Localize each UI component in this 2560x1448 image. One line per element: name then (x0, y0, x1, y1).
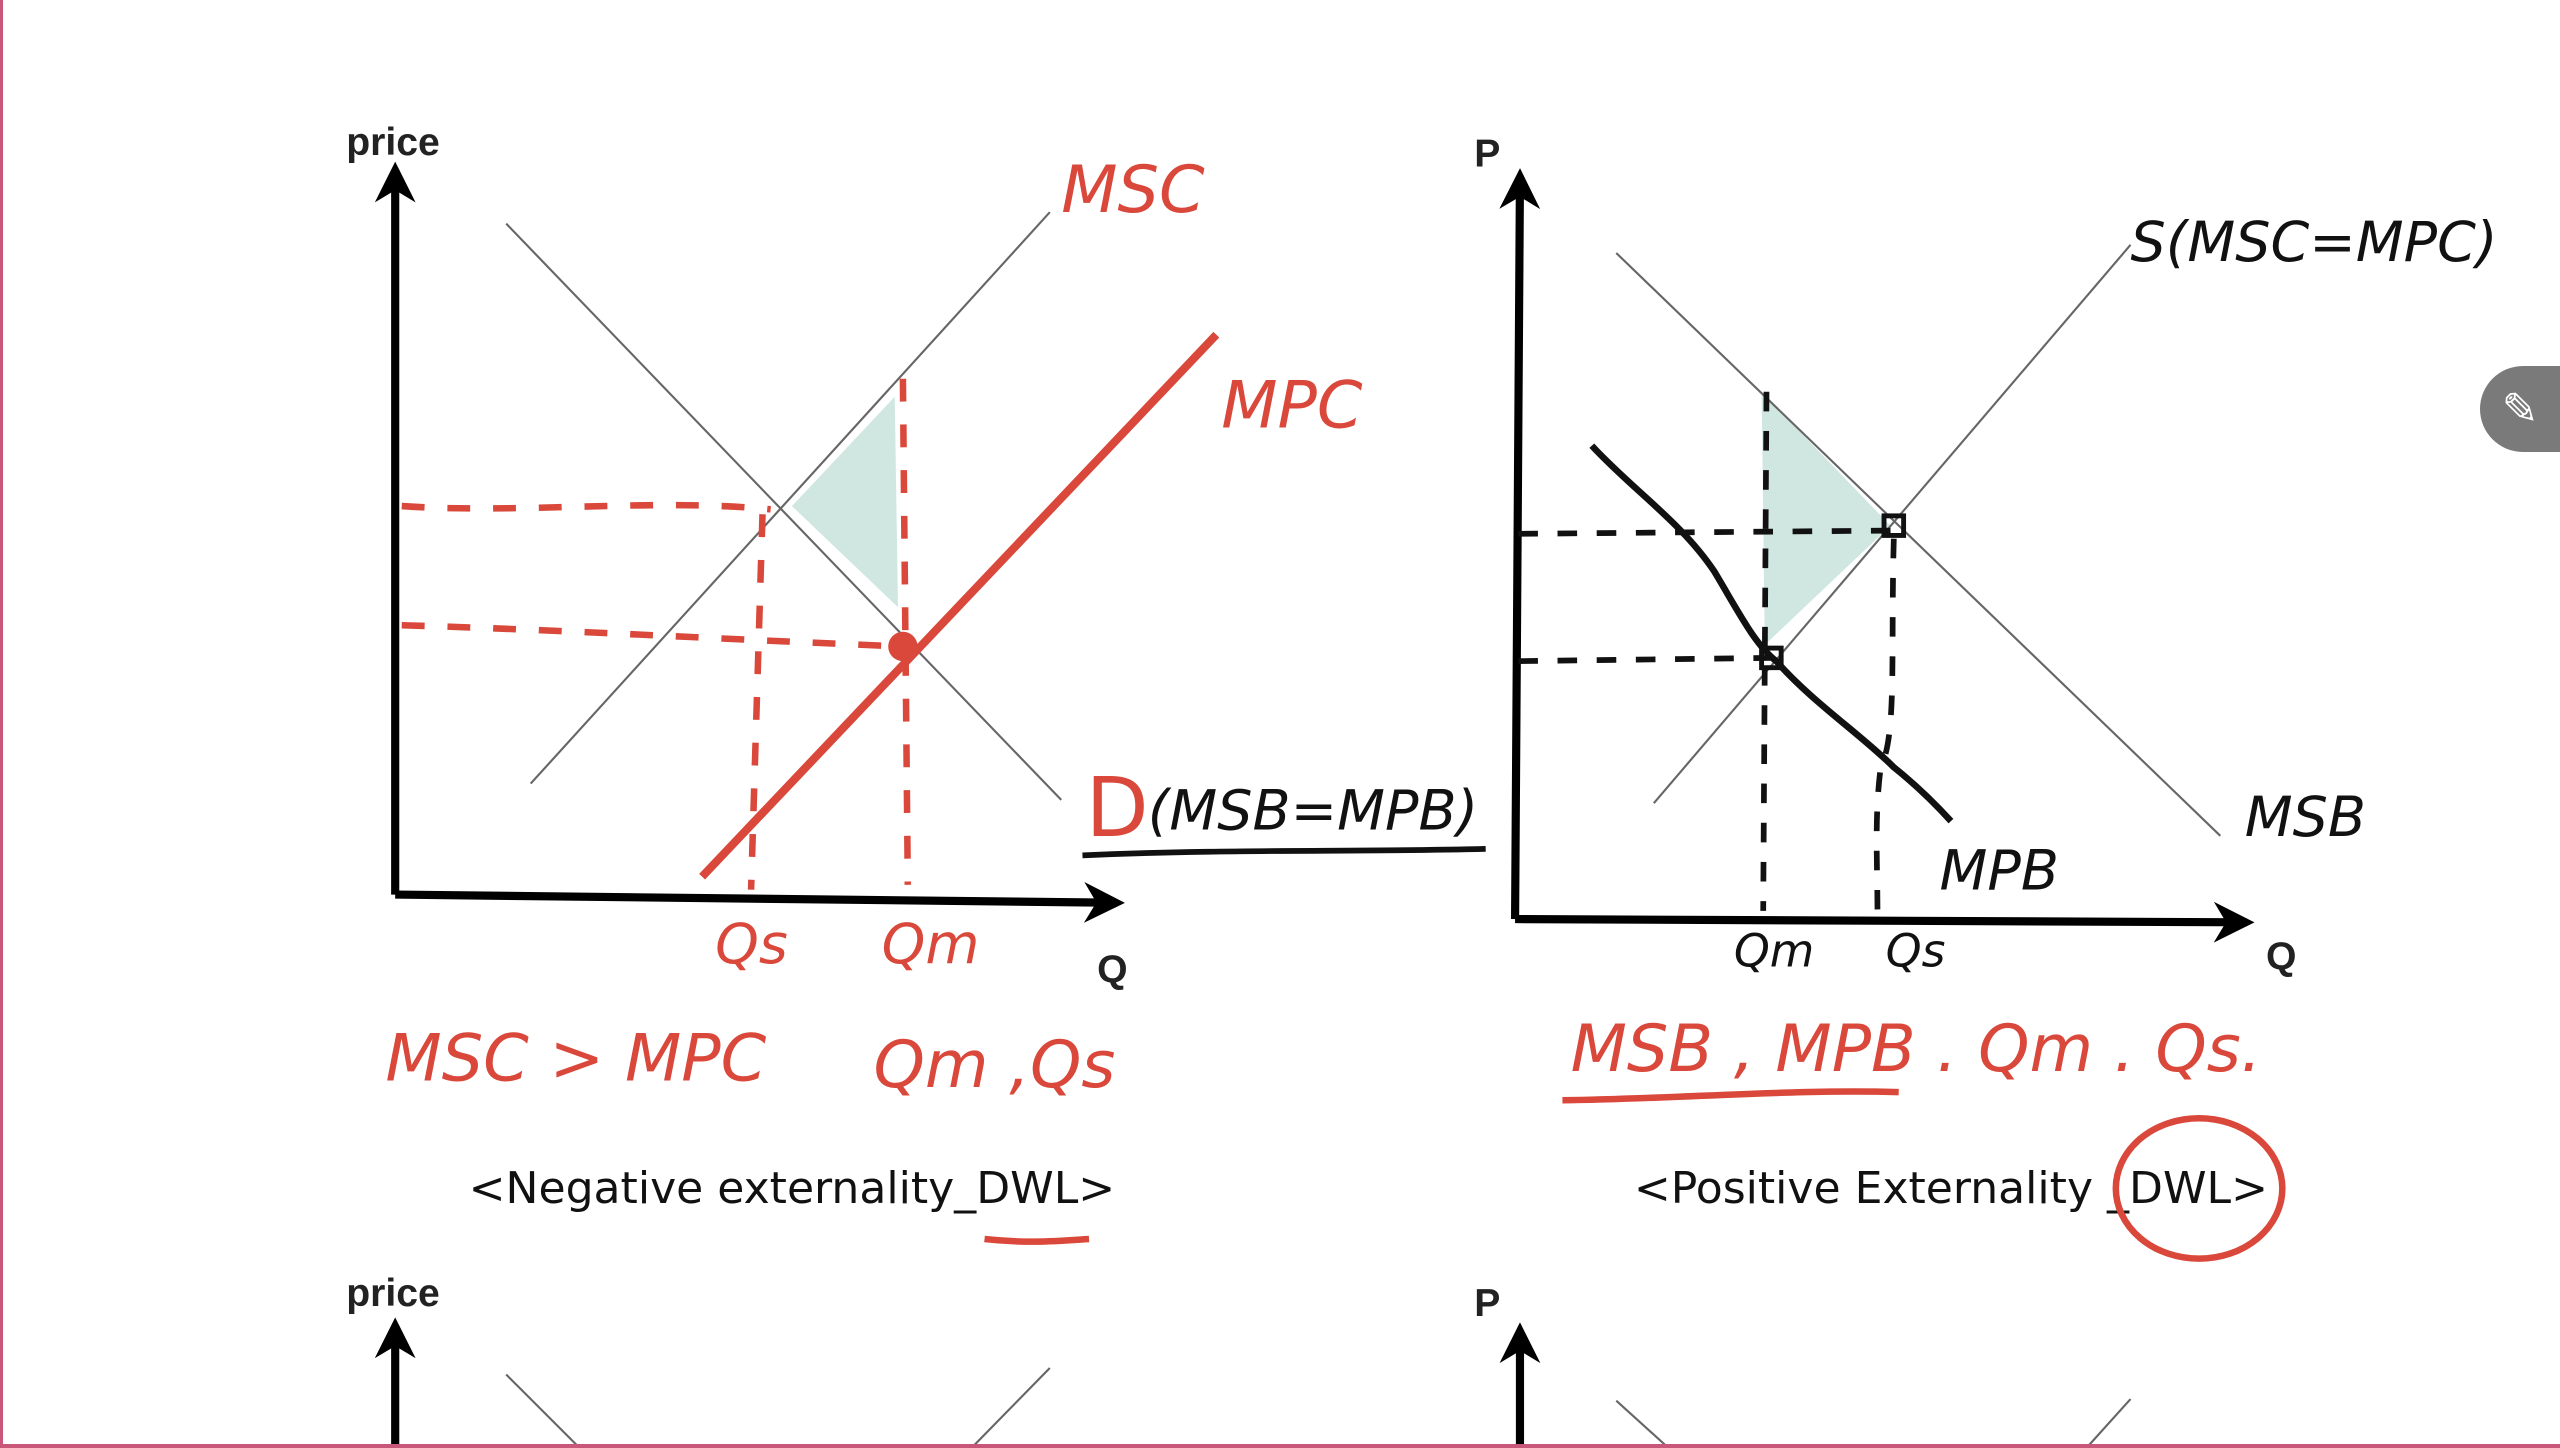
msc-line (529, 211, 1051, 785)
supply-line (1653, 244, 2132, 804)
note-underline (1562, 1088, 1899, 1104)
qs-dash (747, 514, 766, 890)
next-diagrams-partial: price P (346, 1272, 2132, 1448)
social-equilibrium-point (1881, 513, 1907, 538)
supply-label: S(MSC=MPC) (2131, 210, 2498, 275)
pencil-icon: ✎ (2501, 383, 2539, 435)
note-msb-mpb: MSB , MPB . Qm . Qs. (1571, 1011, 2262, 1087)
dwl-circle (2112, 1114, 2286, 1262)
y-axis (1499, 168, 1541, 920)
mpb-curve (1589, 443, 1954, 824)
market-equilibrium-point (888, 631, 918, 662)
x-axis-label: Q (1097, 949, 1127, 992)
bottom-left-supply-line (970, 1367, 1051, 1448)
qs-label: Qs (1886, 924, 1946, 977)
msb-label: MSB (2245, 785, 2366, 850)
y-axis-label: price (346, 121, 440, 164)
qs-dash (1873, 538, 1897, 911)
demand-line (505, 222, 1063, 801)
x-axis (395, 881, 1125, 923)
mpb-label: MPB (1940, 839, 2059, 904)
dwl-shaded-area (1761, 391, 1891, 645)
bottom-right-demand-line (1615, 1399, 1670, 1448)
negative-externality-diagram: price Q MSC MPC Qs Qm MSC > MPC Qm ,Qs D… (346, 121, 1486, 1245)
bottom-right-y-axis-label: P (1474, 1282, 1500, 1325)
note-qm-qs: Qm ,Qs (874, 1027, 1116, 1103)
bottom-left-demand-line (505, 1373, 581, 1448)
qm-dash (1760, 391, 1770, 911)
market-equilibrium-point (1759, 645, 1784, 671)
price-dash-social (401, 501, 771, 513)
positive-externality-diagram: P Q S(MSC=MPC) MSB MPB Qm Qs MSB , MPB .… (1474, 133, 2498, 1262)
bottom-left-y-axis-label: price (346, 1272, 440, 1315)
mpc-line (699, 331, 1220, 880)
negative-caption: <Negative externality_DWL> (469, 1163, 1116, 1214)
msc-label: MSC (1061, 152, 1205, 228)
price-dash-market (1518, 655, 1772, 665)
y-axis-label: P (1474, 133, 1500, 176)
dwl-underline (984, 1235, 1090, 1245)
demand-label-text: (MSB=MPB) (1148, 778, 1478, 843)
x-axis-label: Q (2266, 936, 2296, 979)
demand-label-underline (1082, 846, 1486, 859)
price-dash-market (401, 621, 904, 650)
x-axis (1515, 901, 2255, 943)
qm-dash (899, 378, 912, 885)
qm-label: Qm (1734, 924, 1814, 977)
demand-label-d: D (1086, 761, 1149, 856)
price-dash-social (1518, 527, 1894, 537)
positive-caption: <Positive Externality _DWL> (1634, 1163, 2268, 1214)
msb-line (1615, 252, 2222, 837)
qm-label: Qm (882, 912, 980, 977)
bottom-right-supply-line (2085, 1398, 2132, 1448)
dwl-shaded-area (791, 396, 899, 608)
note-msc-gt-mpc: MSC > MPC (385, 1021, 766, 1097)
pencil-edit-button[interactable]: ✎ (2480, 366, 2560, 452)
mpc-label: MPC (1221, 368, 1363, 444)
qs-label: Qs (715, 912, 788, 977)
